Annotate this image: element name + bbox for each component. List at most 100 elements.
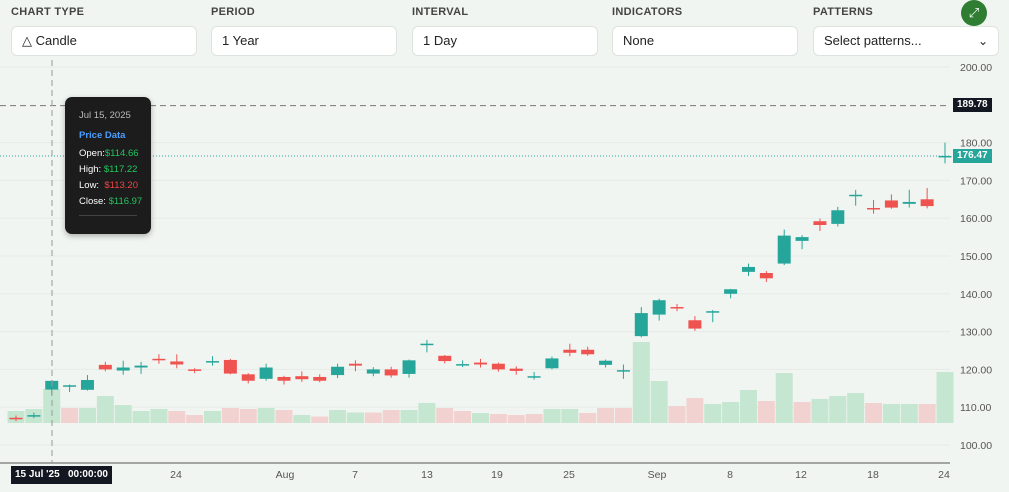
candle-body [456, 364, 470, 366]
crosshair-time-label: 15 Jul '25 00:00:00 [11, 466, 112, 484]
interval-select[interactable]: 1 Day [412, 26, 598, 56]
volume-bar [275, 410, 293, 423]
chart-type-select[interactable]: △ Candle [11, 26, 197, 56]
y-tick-label: 120.00 [960, 364, 992, 376]
volume-bar [632, 342, 650, 423]
volume-bar [400, 410, 418, 423]
volume-bar [757, 401, 775, 423]
indicators-select[interactable]: None [612, 26, 798, 56]
chart-type-value: Candle [35, 33, 77, 48]
candle-body [670, 307, 684, 309]
period-select[interactable]: 1 Year [211, 26, 397, 56]
fullscreen-button[interactable]: ⤢ [961, 0, 987, 26]
open-label: Open: [79, 148, 105, 159]
candle-body [688, 320, 702, 329]
x-tick-label: 12 [795, 469, 807, 481]
volume-bar [900, 404, 918, 423]
candle-body [831, 210, 845, 224]
volume-bar [847, 393, 865, 423]
patterns-select[interactable]: Select patterns... ⌄ [813, 26, 999, 56]
volume-bar [918, 404, 936, 423]
volume-bar [114, 405, 132, 423]
volume-bar [704, 404, 722, 423]
candle-body [616, 370, 630, 372]
volume-bar [329, 410, 347, 423]
expand-icon: ⤢ [968, 5, 980, 20]
volume-bar [293, 415, 311, 423]
volume-bar [257, 408, 275, 423]
y-tick-label: 170.00 [960, 175, 992, 187]
y-tick-label: 160.00 [960, 213, 992, 225]
price-tooltip: Jul 15, 2025 Price Data Open:$114.66 Hig… [65, 97, 151, 234]
candle-body [259, 367, 273, 379]
x-tick-label: 19 [491, 469, 503, 481]
candle-body [313, 376, 327, 381]
y-tick-label: 200.00 [960, 62, 992, 74]
x-tick-label: 24 [170, 469, 182, 481]
close-value: $116.97 [108, 196, 143, 207]
candle-body [420, 343, 434, 346]
close-label: Close: [79, 196, 106, 207]
candle-body [741, 266, 755, 272]
candle-body [27, 415, 41, 417]
candle-body [152, 358, 166, 361]
volume-bar [168, 411, 186, 423]
candle-body [759, 273, 773, 279]
volume-bar [543, 409, 561, 423]
volume-bar [96, 396, 114, 423]
candle-body [402, 360, 416, 374]
last-price-label: 176.47 [953, 149, 992, 163]
candle-body [599, 360, 613, 365]
candle-body [849, 194, 863, 197]
x-tick-label: Sep [648, 469, 667, 481]
y-tick-label: 180.00 [960, 138, 992, 150]
candle-body [98, 364, 112, 370]
volume-bar [882, 404, 900, 423]
x-tick-label: 25 [563, 469, 575, 481]
volume-bar [204, 411, 222, 423]
volume-bar [454, 411, 472, 423]
chart-type-label: CHART TYPE [11, 6, 85, 18]
candle-body [438, 355, 452, 362]
patterns-placeholder: Select patterns... [824, 33, 922, 48]
candle-body [474, 362, 487, 365]
volume-bar [793, 402, 811, 423]
tooltip-section: Price Data [79, 130, 126, 141]
volume-bar [472, 413, 489, 423]
y-tick-label: 110.00 [960, 402, 991, 414]
candle-body [634, 313, 648, 337]
candle-body [366, 369, 380, 374]
candle-body [116, 367, 130, 371]
candle-body [134, 365, 148, 368]
y-tick-label: 140.00 [960, 289, 992, 301]
open-value: $114.66 [104, 148, 139, 159]
tooltip-divider [79, 215, 137, 216]
volume-bar [579, 413, 597, 423]
candle-body [277, 376, 291, 381]
high-value: $117.22 [103, 164, 138, 175]
x-tick-label: 8 [727, 469, 733, 481]
high-label: High: [79, 164, 102, 175]
candle-body [9, 417, 23, 420]
volume-bar [829, 396, 847, 423]
candle-body [902, 201, 916, 204]
candle-body [491, 363, 505, 370]
low-value: $113.20 [104, 180, 138, 191]
x-tick-label: 24 [938, 469, 950, 481]
volume-bar [525, 414, 543, 423]
volume-bar [78, 408, 96, 423]
volume-bar [489, 414, 507, 423]
volume-bar [865, 403, 883, 423]
y-tick-label: 100.00 [960, 440, 992, 452]
low-label: Low: [79, 180, 100, 191]
chevron-down-icon: ⌄ [977, 34, 988, 48]
candle-body [724, 289, 738, 294]
volume-bar [739, 390, 757, 423]
volume-bar [239, 409, 257, 423]
volume-bar [668, 406, 686, 423]
volume-bar [507, 415, 525, 423]
period-label: PERIOD [211, 6, 255, 18]
candle-body [920, 199, 934, 207]
volume-bar [418, 403, 436, 423]
